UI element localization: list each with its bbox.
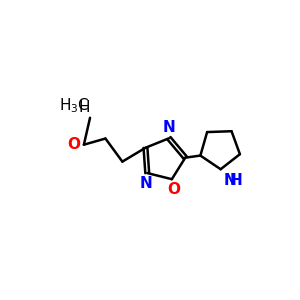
Text: H: H — [79, 100, 90, 115]
Text: N: N — [139, 176, 152, 191]
Text: N: N — [224, 173, 236, 188]
Text: N: N — [163, 120, 176, 135]
Text: H: H — [229, 173, 242, 188]
Text: O: O — [67, 137, 80, 152]
Text: O: O — [168, 182, 181, 197]
Text: $\mathregular{H_3C}$: $\mathregular{H_3C}$ — [59, 96, 90, 115]
